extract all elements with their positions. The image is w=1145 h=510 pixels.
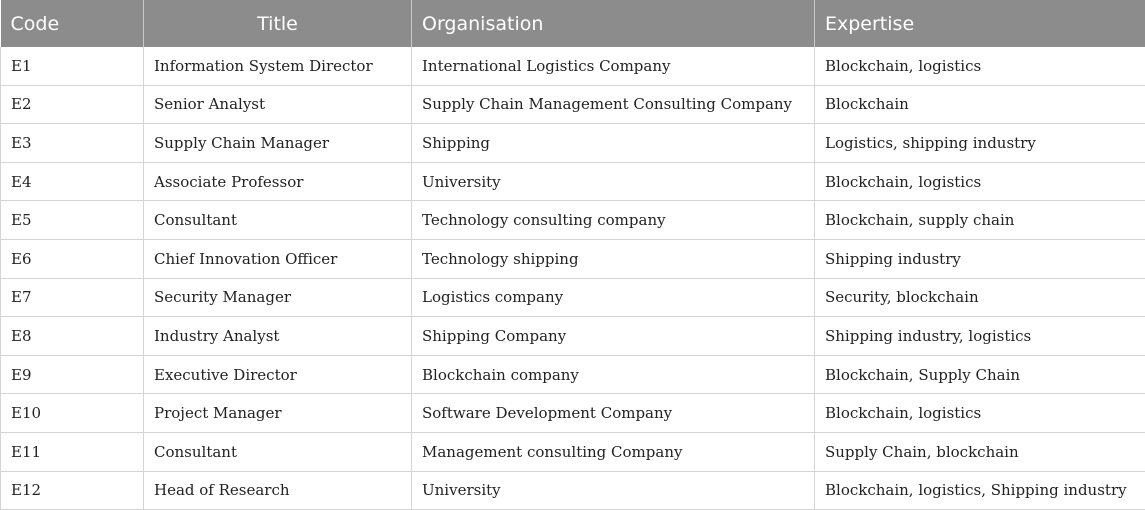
cell-title: Information System Director [143,47,412,86]
cell-organisation: International Logistics Company [411,47,815,86]
cell-code: E8 [0,316,144,356]
header-expertise: Expertise [814,0,1145,47]
cell-title: Industry Analyst [143,316,412,356]
cell-title: Executive Director [143,355,412,395]
cell-code: E9 [0,355,144,395]
cell-expertise: Blockchain, logistics [814,393,1145,433]
table-header: Code Title Organisation Expertise [0,0,1145,47]
cell-expertise: Blockchain, logistics [814,162,1145,202]
header-organisation: Organisation [411,0,815,47]
cell-code: E11 [0,432,144,472]
header-row: Code Title Organisation Expertise [0,0,1145,47]
cell-organisation: Technology consulting company [411,200,815,240]
table-row: E3 Supply Chain Manager Shipping Logistics,… [0,123,1145,163]
cell-expertise: Security, blockchain [814,278,1145,318]
cell-expertise: Blockchain, Supply Chain [814,355,1145,395]
header-title: Title [143,0,412,47]
cell-expertise: Shipping industry [814,239,1145,279]
cell-expertise: Blockchain, logistics [814,47,1145,86]
cell-organisation: Shipping [411,123,815,163]
cell-title: Supply Chain Manager [143,123,412,163]
table-row: E2 Senior Analyst Supply Chain Management … [0,85,1145,125]
cell-code: E7 [0,278,144,318]
cell-expertise: Blockchain [814,85,1145,125]
cell-expertise: Supply Chain, blockchain [814,432,1145,472]
cell-title: Security Manager [143,278,412,318]
cell-code: E10 [0,393,144,433]
cell-organisation: University [411,471,815,510]
cell-organisation: University [411,162,815,202]
cell-code: E5 [0,200,144,240]
table-row: E9 Executive Director Blockchain company Bl… [0,355,1145,395]
table-row: E12 Head of Research University Blockchain,… [0,471,1145,510]
cell-code: E2 [0,85,144,125]
table-row: E6 Chief Innovation Officer Technology shi… [0,239,1145,279]
cell-code: E6 [0,239,144,279]
cell-title: Associate Professor [143,162,412,202]
cell-code: E1 [0,47,144,86]
table-row: E8 Industry Analyst Shipping Company Shippi… [0,316,1145,356]
cell-expertise: Blockchain, supply chain [814,200,1145,240]
cell-code: E3 [0,123,144,163]
cell-code: E12 [0,471,144,510]
cell-title: Chief Innovation Officer [143,239,412,279]
cell-organisation: Supply Chain Management Consulting Compa… [411,85,815,125]
table-row: E1 Information System Director Internation… [0,47,1145,86]
table-row: E11 Consultant Management consulting Compa… [0,432,1145,472]
cell-organisation: Shipping Company [411,316,815,356]
header-code: Code [0,0,144,47]
cell-expertise: Shipping industry, logistics [814,316,1145,356]
cell-title: Project Manager [143,393,412,433]
table-row: E5 Consultant Technology consulting compan… [0,200,1145,240]
cell-expertise: Blockchain, logistics, Shipping industry [814,471,1145,510]
cell-organisation: Logistics company [411,278,815,318]
cell-organisation: Blockchain company [411,355,815,395]
table-row: E10 Project Manager Software Development C… [0,393,1145,433]
cell-title: Senior Analyst [143,85,412,125]
table-row: E7 Security Manager Logistics company Secur… [0,278,1145,318]
cell-organisation: Technology shipping [411,239,815,279]
cell-title: Head of Research [143,471,412,510]
cell-expertise: Logistics, shipping industry [814,123,1145,163]
table-body: E1 Information System Director Internation… [0,47,1145,510]
cell-organisation: Management consulting Company [411,432,815,472]
cell-organisation: Software Development Company [411,393,815,433]
cell-title: Consultant [143,200,412,240]
table-row: E4 Associate Professor University Blockchai… [0,162,1145,202]
cell-code: E4 [0,162,144,202]
cell-title: Consultant [143,432,412,472]
